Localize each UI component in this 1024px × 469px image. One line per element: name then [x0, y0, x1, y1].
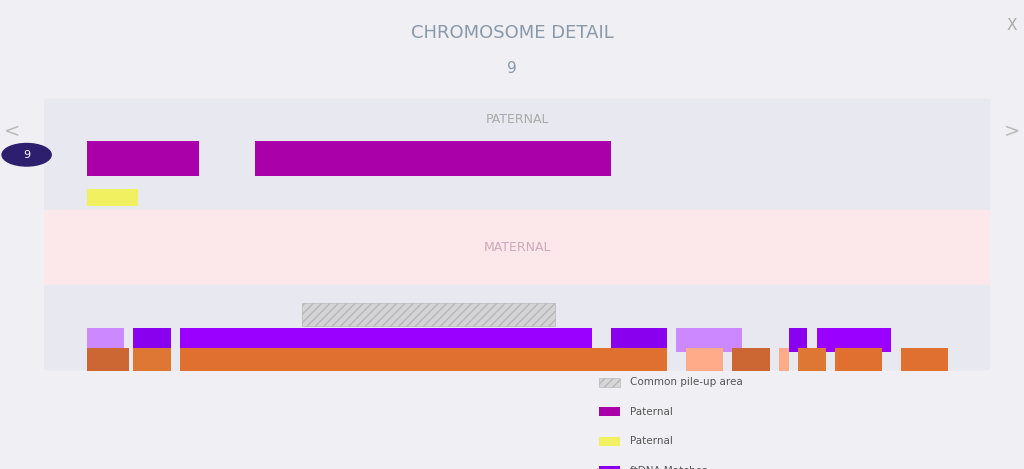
- Bar: [599, 466, 620, 469]
- Text: PATERNAL: PATERNAL: [485, 113, 549, 126]
- Text: 9: 9: [507, 61, 517, 76]
- Bar: [901, 348, 947, 371]
- Bar: [610, 328, 667, 352]
- Bar: [676, 328, 741, 352]
- Bar: [180, 328, 592, 352]
- Bar: [255, 141, 610, 176]
- Text: X: X: [1007, 18, 1017, 33]
- Bar: [599, 407, 620, 416]
- Bar: [836, 348, 882, 371]
- Text: MATERNAL: MATERNAL: [483, 242, 551, 254]
- Bar: [180, 348, 667, 371]
- FancyBboxPatch shape: [44, 98, 990, 211]
- Bar: [779, 348, 788, 371]
- Bar: [302, 303, 555, 326]
- Bar: [87, 348, 129, 371]
- Text: 9: 9: [24, 150, 30, 160]
- Bar: [87, 189, 138, 206]
- Text: Paternal: Paternal: [630, 436, 673, 446]
- FancyBboxPatch shape: [44, 285, 990, 371]
- Bar: [686, 348, 723, 371]
- Bar: [816, 328, 892, 352]
- FancyBboxPatch shape: [44, 210, 990, 286]
- Text: CHROMOSOME DETAIL: CHROMOSOME DETAIL: [411, 24, 613, 42]
- Circle shape: [2, 144, 51, 166]
- Bar: [87, 328, 124, 352]
- Bar: [798, 348, 826, 371]
- Bar: [599, 437, 620, 446]
- Text: <: <: [4, 122, 20, 141]
- Text: Paternal: Paternal: [630, 407, 673, 417]
- Text: >: >: [1004, 122, 1020, 141]
- Bar: [788, 328, 807, 352]
- Bar: [133, 328, 171, 352]
- Bar: [87, 141, 199, 176]
- Bar: [732, 348, 770, 371]
- Bar: [599, 378, 620, 387]
- Text: ftDNA Matches: ftDNA Matches: [630, 466, 708, 469]
- Bar: [133, 348, 171, 371]
- Text: Common pile-up area: Common pile-up area: [630, 377, 742, 387]
